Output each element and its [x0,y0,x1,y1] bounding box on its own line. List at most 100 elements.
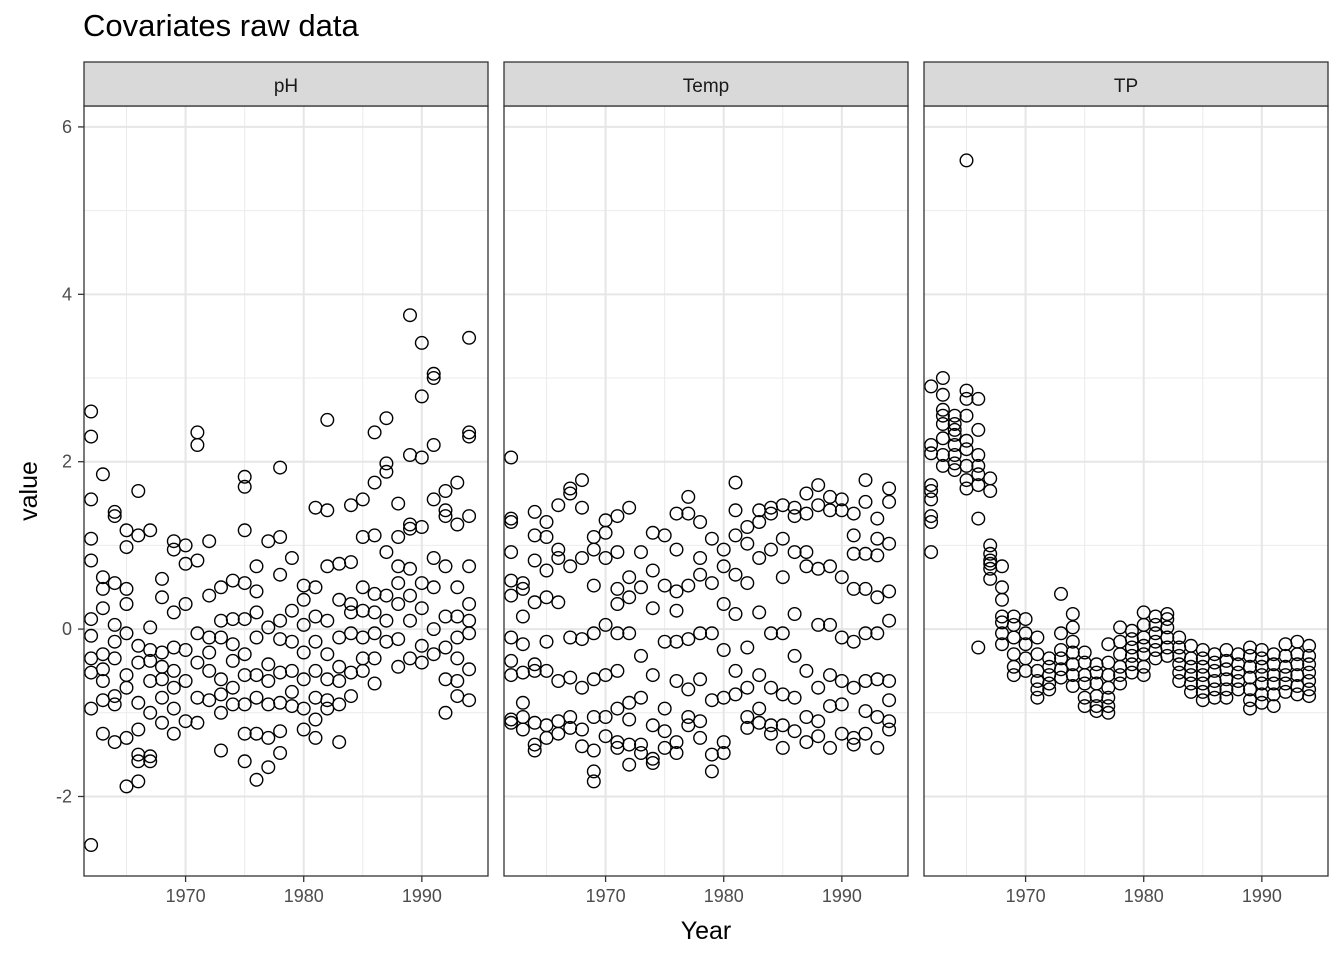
data-point [527,743,542,758]
data-point [586,626,601,641]
data-point [462,429,477,444]
data-point [716,559,731,574]
data-point [657,528,672,543]
data-point [669,506,684,521]
data-point [764,718,779,733]
data-point [823,559,838,574]
data-point [1160,612,1175,627]
data-point [935,448,950,463]
data-point [959,383,974,398]
data-point [971,448,986,463]
data-point [308,634,323,649]
data-point [1113,676,1128,691]
data-point [811,729,826,744]
panel-background [84,106,488,876]
panel-background [924,106,1328,876]
data-point [728,687,743,702]
data-point [1219,690,1234,705]
data-point [657,724,672,739]
data-point [586,542,601,557]
data-point [1302,665,1317,680]
data-point [462,425,477,440]
panel-temp: Temp 1970 1980 1990 [503,61,909,906]
data-point [190,553,205,568]
data-point [391,496,406,511]
data-point [119,540,134,555]
data-point [935,408,950,423]
data-point [178,597,193,612]
data-point [870,548,885,563]
data-point [438,503,453,518]
data-point [539,590,554,605]
data-point [426,371,441,386]
strip-background [83,61,489,107]
data-point [716,597,731,612]
data-point [414,601,429,616]
data-point [752,605,767,620]
data-point [1053,662,1068,677]
data-point [426,580,441,595]
data-point [983,546,998,561]
data-point [834,726,849,741]
facet-panels: pH 1970 1980 1990 Temp 1970 1980 1990 TP 1970 1980… [83,61,1329,906]
data-point [1030,630,1045,645]
data-point [450,517,465,532]
data-point [799,506,814,521]
data-point [143,705,158,720]
data-point [716,542,731,557]
data-point [438,640,453,655]
data-point [284,663,299,678]
data-point [669,674,684,689]
data-point [586,710,601,725]
data-point [84,612,99,627]
data-point [551,551,566,566]
data-point [344,597,359,612]
data-point [740,710,755,725]
y-tick-label: 4 [62,284,72,304]
data-point [752,701,767,716]
data-point [846,506,861,521]
data-point [237,647,252,662]
data-point [84,531,99,546]
data-point [1207,690,1222,705]
data-point [296,722,311,737]
points-tp [924,153,1317,720]
data-point [924,438,939,453]
panel-background [504,106,908,876]
data-point [1065,668,1080,683]
data-point [1065,607,1080,622]
data-point [202,588,217,603]
data-point [213,687,228,702]
data-point [367,626,382,641]
data-point [462,330,477,345]
data-point [414,576,429,591]
data-point [284,634,299,649]
data-point [84,838,99,853]
data-point [728,607,743,622]
data-point [787,690,802,705]
data-point [645,668,660,683]
data-point [426,551,441,566]
data-point [764,626,779,641]
data-point [622,695,637,710]
data-point [924,478,939,493]
data-point [610,701,625,716]
data-point [947,427,962,442]
data-point [1089,699,1104,714]
data-point [143,523,158,538]
data-point [308,663,323,678]
data-point [924,379,939,394]
x-tick-label: 1980 [284,886,324,906]
data-point [403,613,418,628]
data-point [693,626,708,641]
data-point [391,659,406,674]
data-point [645,601,660,616]
data-point [858,704,873,719]
data-point [645,756,660,771]
data-point [438,484,453,499]
data-point [261,657,276,672]
data-point [202,630,217,645]
data-point [166,726,181,741]
data-point [166,663,181,678]
